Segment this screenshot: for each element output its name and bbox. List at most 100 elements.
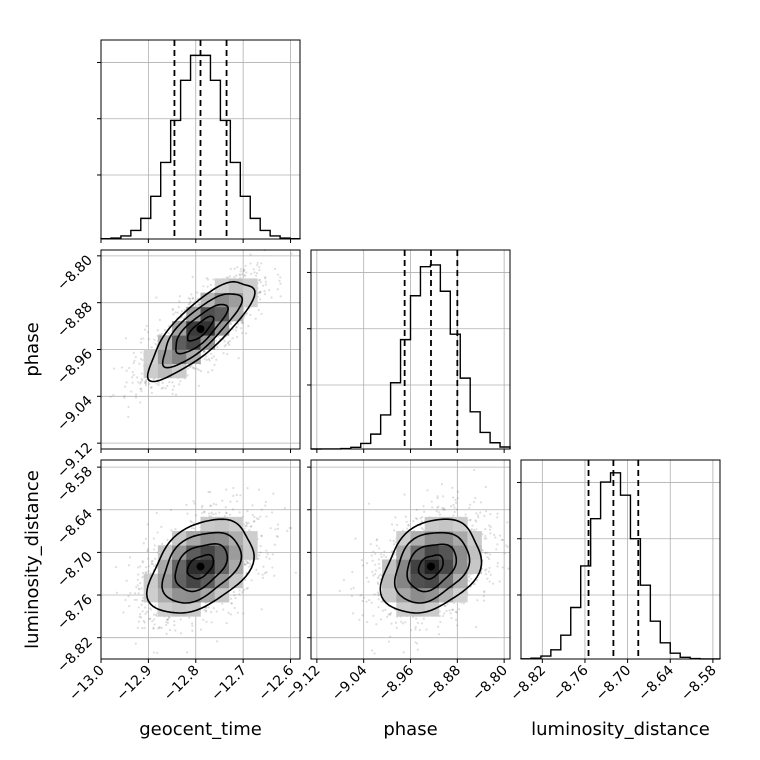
scatter-point bbox=[456, 497, 459, 500]
scatter-point bbox=[470, 528, 473, 531]
scatter-point bbox=[228, 339, 231, 343]
scatter-point bbox=[350, 594, 354, 598]
scatter-point bbox=[442, 495, 445, 498]
scatter-point bbox=[271, 553, 274, 556]
scatter-point bbox=[402, 651, 405, 654]
density-peak bbox=[426, 562, 435, 571]
scatter-point bbox=[149, 608, 153, 611]
scatter-point bbox=[439, 620, 442, 624]
scatter-point bbox=[260, 608, 263, 611]
scatter-point bbox=[176, 311, 179, 314]
scatter-point bbox=[190, 526, 194, 530]
scatter-point bbox=[203, 608, 206, 612]
scatter-point bbox=[437, 505, 440, 508]
scatter-point bbox=[474, 519, 477, 522]
scatter-point bbox=[150, 562, 153, 565]
scatter-point bbox=[132, 361, 135, 365]
scatter-point bbox=[196, 291, 199, 294]
scatter-point bbox=[207, 371, 210, 374]
scatter-point bbox=[483, 537, 486, 540]
scatter-point bbox=[233, 606, 236, 610]
scatter-point bbox=[161, 386, 164, 389]
scatter-point bbox=[469, 518, 472, 521]
scatter-point bbox=[276, 523, 280, 526]
scatter-point bbox=[168, 381, 171, 384]
scatter-point bbox=[436, 495, 439, 498]
scatter-point bbox=[496, 543, 499, 546]
scatter-point bbox=[373, 593, 376, 596]
scatter-point bbox=[484, 552, 487, 555]
scatter-point bbox=[145, 324, 148, 328]
scatter-point bbox=[446, 603, 449, 606]
scatter-point bbox=[394, 621, 398, 624]
scatter-point bbox=[370, 601, 373, 604]
scatter-point bbox=[141, 358, 144, 362]
scatter-point bbox=[171, 392, 174, 396]
scatter-point bbox=[382, 554, 386, 557]
scatter-point bbox=[258, 269, 261, 272]
scatter-point bbox=[273, 267, 277, 271]
scatter-point bbox=[137, 587, 140, 590]
scatter-point bbox=[485, 537, 488, 540]
scatter-point bbox=[486, 556, 489, 559]
scatter-point bbox=[246, 587, 249, 590]
scatter-point bbox=[223, 345, 226, 348]
scatter-point bbox=[227, 342, 230, 345]
scatter-point bbox=[193, 527, 196, 530]
scatter-point bbox=[190, 293, 193, 296]
scatter-point bbox=[259, 551, 262, 554]
density-cell bbox=[143, 573, 159, 589]
scatter-point bbox=[374, 552, 377, 556]
density-cell bbox=[157, 573, 173, 589]
scatter-point bbox=[265, 515, 268, 518]
scatter-point bbox=[144, 384, 148, 387]
scatter-point bbox=[377, 582, 380, 586]
scatter-point bbox=[191, 297, 195, 300]
scatter-point bbox=[484, 485, 487, 489]
scatter-point bbox=[114, 566, 118, 569]
scatter-point bbox=[253, 519, 256, 523]
scatter-point bbox=[419, 517, 422, 520]
scatter-point bbox=[243, 269, 246, 272]
scatter-point bbox=[144, 537, 148, 540]
density-peak bbox=[196, 562, 205, 571]
scatter-point bbox=[405, 520, 408, 523]
scatter-point bbox=[157, 627, 160, 630]
scatter-point bbox=[239, 494, 242, 497]
scatter-point bbox=[232, 590, 235, 594]
scatter-point bbox=[455, 508, 459, 511]
scatter-point bbox=[261, 284, 265, 287]
scatter-point bbox=[147, 565, 151, 568]
scatter-point bbox=[156, 378, 159, 381]
scatter-point bbox=[264, 571, 267, 575]
scatter-point bbox=[136, 584, 139, 587]
contour-level-2 bbox=[406, 543, 458, 593]
scatter-point bbox=[479, 511, 482, 514]
density-cell bbox=[157, 349, 173, 365]
scatter-point bbox=[258, 278, 261, 281]
scatter-point bbox=[140, 387, 143, 390]
scatter-point bbox=[140, 351, 143, 354]
scatter-point bbox=[500, 538, 503, 542]
scatter-point bbox=[216, 335, 220, 338]
scatter-point bbox=[437, 511, 440, 514]
scatter-point bbox=[452, 496, 455, 499]
scatter-point bbox=[155, 511, 158, 515]
scatter-point bbox=[174, 393, 178, 396]
scatter-point bbox=[276, 535, 279, 539]
scatter-point bbox=[137, 592, 140, 595]
scatter-point bbox=[144, 612, 147, 615]
scatter-point bbox=[362, 596, 366, 599]
scatter-point bbox=[144, 380, 148, 383]
scatter-point bbox=[196, 303, 200, 306]
density-cell bbox=[172, 335, 187, 350]
density-cell bbox=[200, 335, 216, 350]
scatter-point bbox=[166, 618, 169, 621]
scatter-point bbox=[404, 515, 407, 518]
scatter-point bbox=[383, 550, 386, 553]
scatter-point bbox=[482, 595, 485, 598]
x-tick-label: −8.64 bbox=[635, 662, 677, 704]
density-cell bbox=[438, 587, 454, 603]
scatter-point bbox=[127, 405, 130, 408]
scatter-point bbox=[147, 570, 150, 573]
